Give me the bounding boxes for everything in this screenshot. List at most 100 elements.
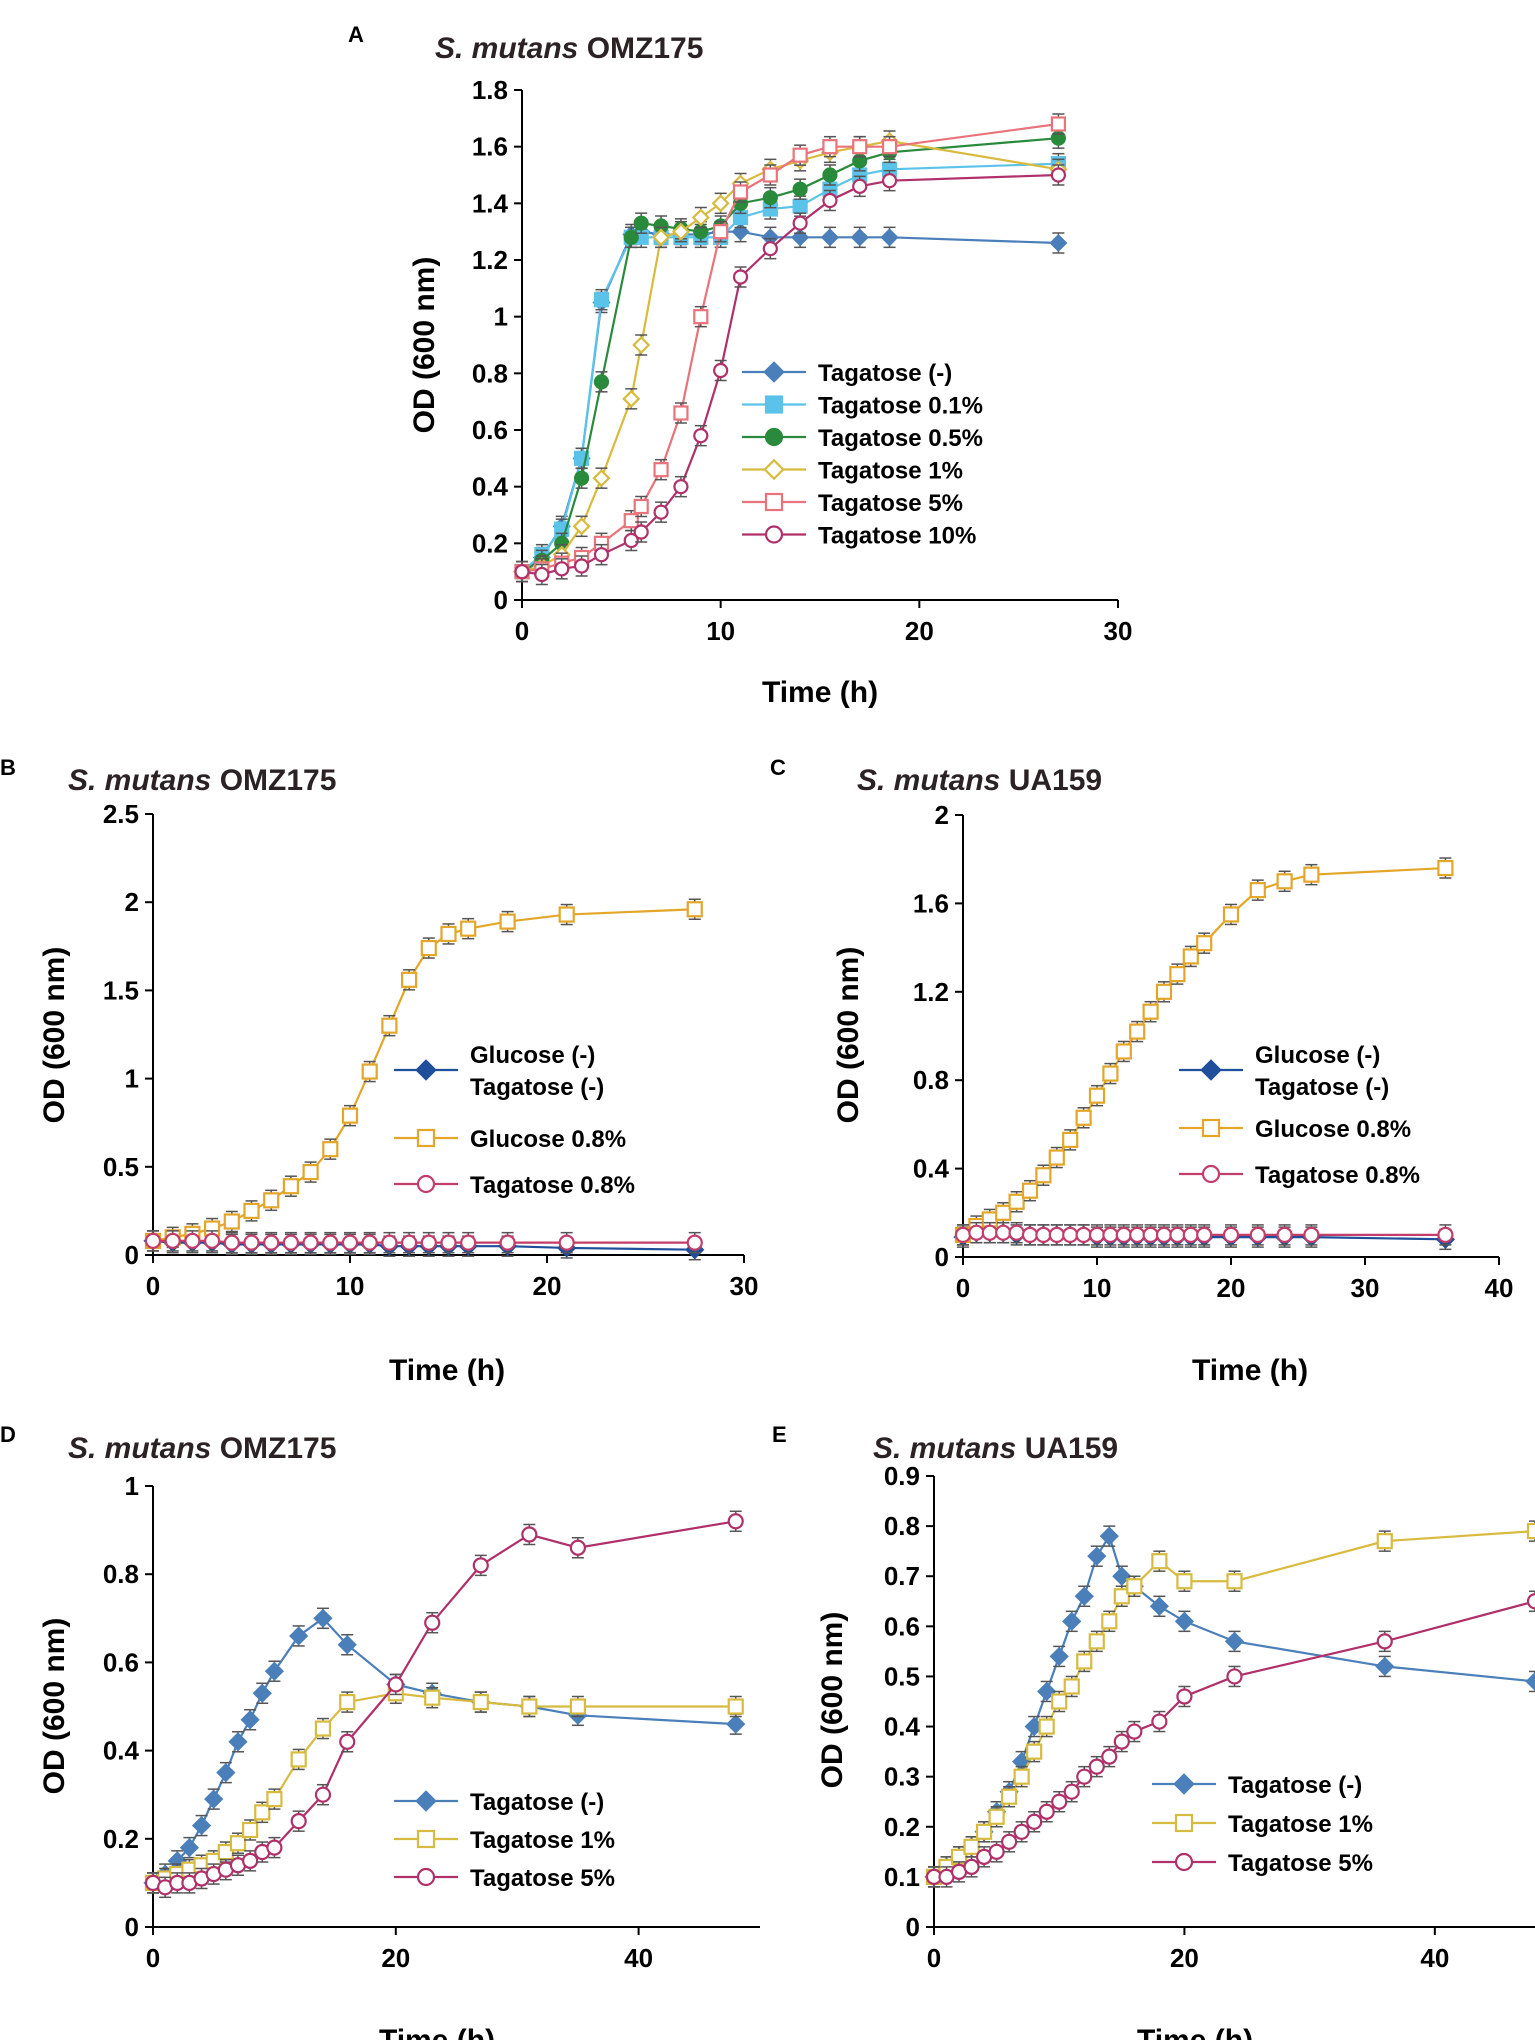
title-species: S. mutans — [873, 1432, 1025, 1465]
data-point — [633, 524, 649, 540]
legend-marker — [764, 492, 784, 512]
data-point — [1303, 866, 1320, 883]
data-point — [713, 362, 729, 379]
data-point — [204, 1232, 221, 1249]
data-point — [1075, 1226, 1092, 1244]
legend-marker — [1173, 1773, 1195, 1795]
series-3 — [954, 1221, 1454, 1246]
panel-label: E — [772, 1422, 787, 1447]
y-tick-label: 1.2 — [913, 977, 949, 1007]
data-point — [792, 181, 808, 197]
legend: Tagatose (-) Tagatose 1% Tagatose 5% — [394, 1789, 615, 1892]
y-tick-label: 0.8 — [913, 1065, 949, 1095]
data-point — [339, 1733, 356, 1750]
x-axis-title: Time (h) — [1192, 1354, 1308, 1387]
series-2 — [144, 1682, 744, 1894]
data-point — [179, 1838, 200, 1858]
data-point — [361, 1063, 378, 1080]
data-point — [1126, 1578, 1143, 1595]
legend-label: Tagatose 1% — [818, 458, 963, 485]
legend-label: Tagatose 1% — [470, 1827, 615, 1854]
data-point — [995, 1224, 1012, 1241]
data-point — [242, 1852, 259, 1869]
x-tick-label: 0 — [515, 616, 529, 646]
y-tick-label: 0.6 — [884, 1611, 920, 1641]
data-point — [1001, 1788, 1018, 1805]
panel-E: E S. mutans UA159 0 0.1 0.2 0.3 0.4 0.5 0.6 0.7 0.… — [772, 1422, 1535, 2040]
y-tick-label: 0 — [125, 1912, 139, 1942]
data-point — [1101, 1613, 1118, 1630]
legend-label: Tagatose 5% — [818, 490, 963, 517]
data-point — [282, 1178, 299, 1195]
legend-marker — [416, 1829, 436, 1849]
panel-label: A — [348, 22, 364, 47]
data-point — [1037, 1681, 1057, 1702]
data-point — [573, 558, 590, 574]
legend-label: Tagatose (-) — [818, 360, 952, 387]
data-point — [472, 1693, 489, 1711]
data-point — [1088, 1633, 1105, 1650]
x-axis-title: Time (h) — [762, 676, 878, 709]
x-axis-title: Time (h) — [379, 2024, 495, 2040]
data-point — [1050, 167, 1067, 183]
data-point — [1176, 1688, 1193, 1705]
data-point — [975, 1823, 993, 1840]
data-point — [228, 1732, 248, 1752]
legend-label: Tagatose 0.8% — [470, 1172, 635, 1199]
x-tick-label: 0 — [146, 1943, 160, 1973]
y-tick-label: 2 — [935, 800, 949, 830]
legend: Glucose (-) Tagatose (-) Glucose 0.8% Tagat… — [394, 1042, 635, 1199]
data-point — [534, 566, 550, 583]
data-point — [792, 198, 808, 214]
legend-label: Tagatose (-) — [1255, 1074, 1389, 1101]
series-line — [152, 1692, 736, 1884]
data-point — [240, 1710, 260, 1730]
title-species: S. mutans — [68, 764, 220, 797]
data-point — [420, 1234, 437, 1251]
data-point — [282, 1234, 299, 1251]
y-tick-label: 1.2 — [472, 245, 508, 275]
data-point — [968, 1224, 985, 1241]
legend-label: Glucose 0.8% — [1255, 1116, 1411, 1143]
title-strain: UA159 — [1009, 764, 1102, 797]
y-tick-label: 0.6 — [103, 1647, 139, 1677]
data-point — [514, 564, 530, 580]
y-axis-title: OD (600 nm) — [408, 257, 441, 434]
data-point — [381, 1234, 398, 1251]
data-point — [673, 479, 689, 495]
panel-title: S. mutans UA159 — [857, 764, 1102, 797]
series-3 — [925, 1590, 1535, 1888]
series-3 — [144, 1510, 744, 1899]
y-tick-label: 1 — [125, 1064, 139, 1094]
x-tick-label: 40 — [1485, 1273, 1514, 1303]
data-point — [266, 1791, 283, 1808]
data-point — [1051, 1693, 1068, 1710]
data-point — [1249, 1226, 1266, 1244]
legend-marker — [764, 395, 784, 414]
data-point — [1102, 1226, 1119, 1244]
x-tick-label: 20 — [1217, 1273, 1246, 1303]
panel-label: D — [0, 1422, 16, 1447]
series-3 — [144, 1230, 703, 1254]
legend-label: Tagatose (-) — [470, 1074, 604, 1101]
x-tick-label: 40 — [1420, 1943, 1449, 1973]
panel-title: S. mutans OMZ175 — [68, 1432, 336, 1465]
y-tick-label: 0 — [125, 1240, 139, 1270]
data-point — [521, 1698, 538, 1715]
data-point — [727, 1698, 744, 1715]
y-tick-label: 0.8 — [884, 1511, 920, 1541]
data-point — [341, 1234, 359, 1251]
data-point — [322, 1234, 339, 1251]
legend-marker — [763, 361, 785, 383]
data-point — [337, 1635, 357, 1655]
y-tick-label: 1.6 — [913, 888, 949, 918]
y-tick-label: 0.4 — [472, 472, 509, 502]
data-point — [313, 1608, 333, 1628]
data-point — [713, 224, 729, 240]
data-point — [1063, 1678, 1080, 1695]
data-point — [472, 1557, 489, 1574]
legend-marker — [1174, 1813, 1194, 1833]
data-point — [1129, 1226, 1146, 1244]
data-point — [1038, 1803, 1055, 1820]
